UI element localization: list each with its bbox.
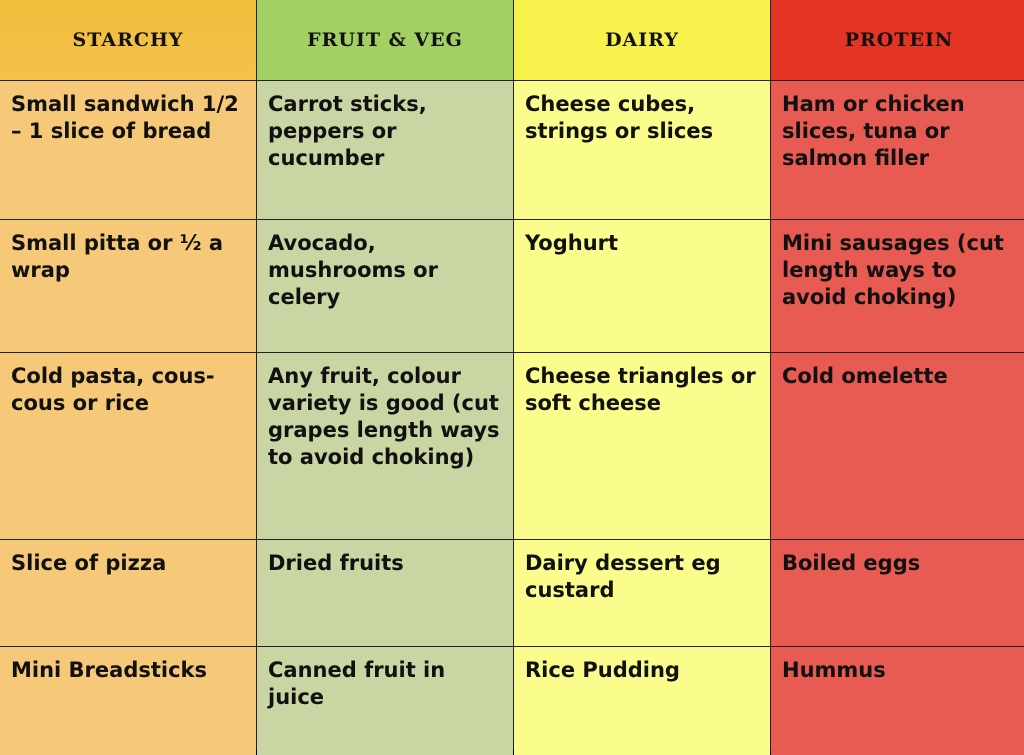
table-cell: Rice Pudding (514, 647, 770, 755)
table-cell: Cheese cubes, strings or slices (514, 81, 770, 219)
column-header: DAIRY (514, 0, 770, 80)
table-cell: Mini Breadsticks (0, 647, 256, 755)
table-cell: Hummus (771, 647, 1024, 755)
column-header: FRUIT & VEG (257, 0, 513, 80)
table-cell: Cold omelette (771, 353, 1024, 539)
table-cell: Slice of pizza (0, 540, 256, 646)
column-header: PROTEIN (771, 0, 1024, 80)
table-cell: Cheese triangles or soft cheese (514, 353, 770, 539)
table-cell: Avocado, mushrooms or celery (257, 220, 513, 352)
table-cell: Any fruit, colour variety is good (cut g… (257, 353, 513, 539)
column-header: STARCHY (0, 0, 256, 80)
table-cell: Boiled eggs (771, 540, 1024, 646)
table-cell: Carrot sticks, peppers or cucumber (257, 81, 513, 219)
table-cell: Dried fruits (257, 540, 513, 646)
table-cell: Yoghurt (514, 220, 770, 352)
table-cell: Mini sausages (cut length ways to avoid … (771, 220, 1024, 352)
table-cell: Ham or chicken slices, tuna or salmon fi… (771, 81, 1024, 219)
table-cell: Small sandwich 1/2 – 1 slice of bread (0, 81, 256, 219)
table-cell: Canned fruit in juice (257, 647, 513, 755)
table-cell: Small pitta or ½ a wrap (0, 220, 256, 352)
table-cell: Cold pasta, cous-cous or rice (0, 353, 256, 539)
table-cell: Dairy dessert eg custard (514, 540, 770, 646)
